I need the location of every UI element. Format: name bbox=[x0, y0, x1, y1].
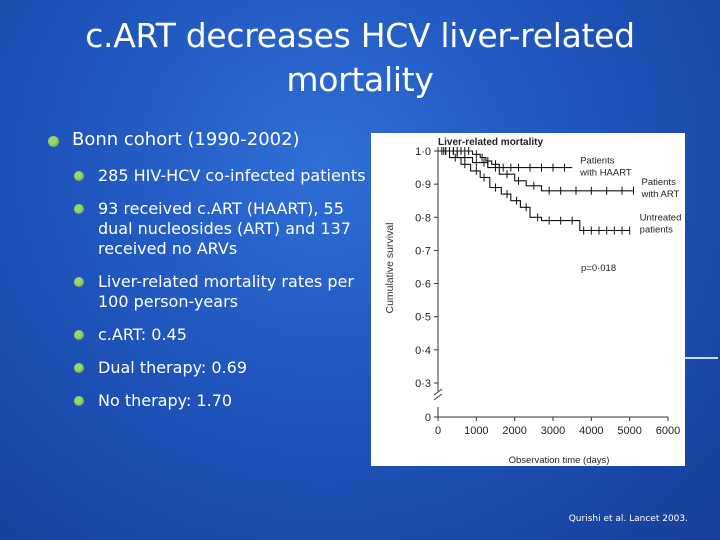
series-label: with ART bbox=[641, 189, 680, 200]
x-tick-label: 4000 bbox=[579, 425, 603, 437]
bullet-sub-text: 285 HIV-HCV co-infected patients bbox=[98, 166, 366, 185]
y-tick-label: 0·3 bbox=[415, 378, 431, 390]
bullet-sub: No therapy: 1.70 bbox=[48, 391, 368, 411]
p-value-label: p=0·018 bbox=[581, 263, 616, 274]
series-label: Patients bbox=[642, 177, 677, 188]
bullet-sub-text: 93 received c.ART (HAART), 55 dual nucle… bbox=[98, 199, 351, 258]
bullet-sub-text: c.ART: 0.45 bbox=[98, 325, 187, 344]
x-tick-label: 0 bbox=[435, 425, 441, 437]
chart-axes: 0 0·3 0·4 0·5 0·6 0·7 0·8 0·9 1·0 0 1000 2000 3000 40… bbox=[415, 146, 680, 437]
series-label: with HAART bbox=[579, 168, 632, 179]
bullet-dot-icon bbox=[48, 136, 59, 147]
bullet-sub: 285 HIV-HCV co-infected patients bbox=[48, 166, 368, 186]
series-line bbox=[438, 150, 573, 169]
bullet-list: Bonn cohort (1990-2002) 285 HIV-HCV co-i… bbox=[48, 130, 368, 424]
bullet-dot-icon bbox=[74, 330, 84, 340]
y-tick-label: 0·8 bbox=[415, 212, 431, 224]
x-tick-label: 2000 bbox=[502, 425, 526, 437]
decorative-divider bbox=[670, 357, 718, 359]
series-label: Patients bbox=[580, 156, 615, 167]
bullet-sub: 93 received c.ART (HAART), 55 dual nucle… bbox=[48, 199, 368, 259]
y-tick-label: 0·6 bbox=[415, 279, 431, 291]
citation: Qurishi et al. Lancet 2003. bbox=[568, 514, 688, 524]
y-tick-label: 0·7 bbox=[415, 245, 431, 257]
series-line bbox=[438, 150, 630, 232]
y-tick-label: 0 bbox=[425, 412, 431, 424]
bullet-dot-icon bbox=[74, 363, 84, 373]
y-tick-label: 0·5 bbox=[415, 312, 431, 324]
x-tick-label: 5000 bbox=[617, 425, 641, 437]
y-axis-label: Cumulative survival bbox=[384, 222, 396, 313]
y-tick-label: 0·9 bbox=[415, 179, 431, 191]
y-tick-label: 0·4 bbox=[415, 345, 431, 357]
x-tick-label: 6000 bbox=[656, 425, 680, 437]
bullet-dot-icon bbox=[74, 277, 84, 287]
axis-break-mark bbox=[433, 388, 443, 401]
chart-title: Liver-related mortality bbox=[438, 137, 543, 148]
slide-title: c.ART decreases HCV liver-related mortal… bbox=[40, 14, 680, 102]
bullet-sub-text: No therapy: 1.70 bbox=[98, 391, 233, 410]
bullet-sub: Dual therapy: 0.69 bbox=[48, 358, 368, 378]
bullet-main: Bonn cohort (1990-2002) bbox=[48, 130, 368, 150]
bullet-main-text: Bonn cohort (1990-2002) bbox=[72, 129, 300, 150]
bullet-sub: Liver-related mortality rates per 100 pe… bbox=[48, 272, 368, 312]
survival-chart: Liver-related mortality Observation time… bbox=[371, 133, 685, 466]
x-tick-label: 3000 bbox=[541, 425, 565, 437]
survival-chart-svg: Liver-related mortality Observation time… bbox=[384, 137, 681, 466]
series-label: patients bbox=[640, 225, 674, 236]
series-label: Untreated bbox=[640, 213, 682, 224]
y-tick-label: 1·0 bbox=[415, 146, 431, 158]
bullet-dot-icon bbox=[74, 171, 84, 181]
bullet-dot-icon bbox=[74, 204, 84, 214]
x-tick-label: 1000 bbox=[464, 425, 488, 437]
title-line-1: c.ART decreases HCV liver-related bbox=[85, 16, 635, 55]
x-axis-label: Observation time (days) bbox=[509, 455, 610, 466]
bullet-sub: c.ART: 0.45 bbox=[48, 325, 368, 345]
title-line-2: mortality bbox=[286, 60, 434, 99]
bullet-sub-text: Dual therapy: 0.69 bbox=[98, 358, 247, 377]
bullet-dot-icon bbox=[74, 396, 84, 406]
bullet-sub-text: Liver-related mortality rates per 100 pe… bbox=[98, 272, 354, 311]
